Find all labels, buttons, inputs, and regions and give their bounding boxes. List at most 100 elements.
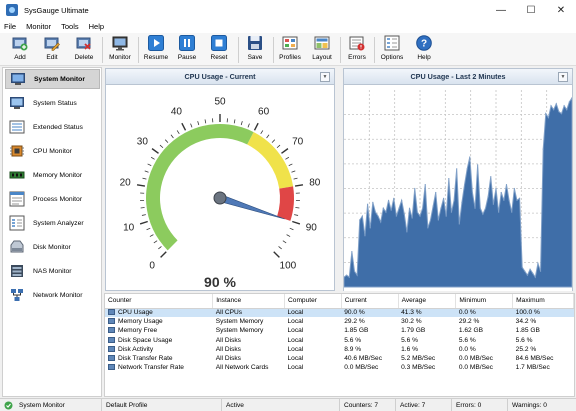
monitor-button[interactable]: Monitor xyxy=(108,35,132,65)
cell-text: Disk Transfer Rate xyxy=(118,355,173,363)
history-point xyxy=(511,211,513,213)
sidebar-item-system-monitor[interactable]: System Monitor xyxy=(5,69,100,89)
table-cell: 1.85 GB xyxy=(341,326,398,335)
table-header-row: Counter Instance Computer Current Averag… xyxy=(105,294,574,309)
cell-text: 1.6 % xyxy=(401,345,418,353)
cell-text: 0.3 MB/Sec xyxy=(401,364,436,372)
panel-menu-button[interactable]: ▼ xyxy=(558,72,568,82)
gauge-minor-tick xyxy=(276,144,281,149)
column-header-counter[interactable]: Counter xyxy=(105,294,214,309)
gauge-minor-tick xyxy=(150,156,155,160)
counter-icon xyxy=(108,318,115,325)
history-point xyxy=(366,203,369,205)
pause-icon xyxy=(179,35,195,51)
table-row[interactable]: Network Transfer Rate All Network Cards Lo… xyxy=(105,363,574,372)
help-label: Help xyxy=(417,54,431,61)
history-point xyxy=(550,105,552,107)
gauge-minor-tick xyxy=(147,163,152,167)
cell-text: Local xyxy=(287,345,304,353)
history-point xyxy=(411,217,413,219)
sidebar-item-network-monitor[interactable]: Network Monitor xyxy=(5,285,100,305)
cell-text: 29.2 % xyxy=(344,318,365,326)
table-cell: 30.2 % xyxy=(398,317,456,326)
table-row[interactable]: CPU Usage All CPUs Local 90.0 % 41.3 % 0.0 % 1… xyxy=(105,308,574,318)
sidebar-item-system-analyzer[interactable]: System Analyzer xyxy=(5,213,100,233)
history-point xyxy=(393,197,395,199)
close-button[interactable]: ✕ xyxy=(556,4,566,16)
edit-button[interactable]: Edit xyxy=(42,35,62,65)
cell-text: Memory Usage xyxy=(118,318,163,326)
edit-icon xyxy=(44,35,60,51)
cell-text: Disk Space Usage xyxy=(118,336,173,344)
profiles-button[interactable]: Profiles xyxy=(278,35,302,65)
table-row[interactable]: Disk Transfer Rate All Disks Local 40.6 MB/… xyxy=(105,354,574,363)
help-button[interactable]: ? Help xyxy=(414,35,434,65)
gauge-hub xyxy=(213,191,227,205)
errors-button[interactable]: Errors xyxy=(346,35,368,65)
table-row[interactable]: Memory Free System Memory Local 1.85 GB 1.79… xyxy=(105,326,574,335)
sidebar-item-nas-monitor[interactable]: NAS Monitor xyxy=(5,261,100,281)
column-header-maximum[interactable]: Maximum xyxy=(512,294,574,309)
history-point xyxy=(361,215,363,217)
cell-text: 5.6 % xyxy=(401,336,418,344)
add-button[interactable]: Add xyxy=(10,35,30,65)
save-button[interactable]: Save xyxy=(244,35,266,65)
memory-icon xyxy=(9,167,25,183)
table-row[interactable]: Memory Usage System Memory Local 29.2 % 30.2… xyxy=(105,317,574,326)
resume-button[interactable]: Resume xyxy=(143,35,169,65)
column-header-minimum[interactable]: Minimum xyxy=(455,294,514,309)
sidebar-item-process-monitor[interactable]: Process Monitor xyxy=(5,189,100,209)
menu-monitor[interactable]: Monitor xyxy=(26,22,52,31)
table-cell: 100.0 % xyxy=(512,308,574,318)
table-cell: Local xyxy=(285,354,342,363)
status-errors-text: Errors: 0 xyxy=(456,401,482,409)
gauge-yellow-zone xyxy=(247,132,294,189)
gauge-major-tick xyxy=(136,184,146,187)
table-cell: System Memory xyxy=(213,326,285,335)
column-header-computer[interactable]: Computer xyxy=(284,294,342,309)
history-point xyxy=(547,116,550,119)
history-point xyxy=(466,168,468,170)
sidebar-item-label: Extended Status xyxy=(33,123,83,131)
table-cell: 29.2 % xyxy=(456,317,513,326)
menu-help[interactable]: Help xyxy=(88,22,105,31)
column-header-current[interactable]: Current xyxy=(341,294,399,309)
column-header-instance[interactable]: Instance xyxy=(212,294,286,309)
gauge-minor-tick xyxy=(295,207,300,209)
cell-text: All CPUs xyxy=(215,309,243,317)
layout-button[interactable]: Layout xyxy=(310,35,334,65)
gauge-major-tick xyxy=(160,251,167,258)
history-point xyxy=(492,203,494,205)
sidebar-item-memory-monitor[interactable]: Memory Monitor xyxy=(5,165,100,185)
history-chart xyxy=(343,86,573,291)
history-point xyxy=(356,274,358,276)
table-row[interactable]: Disk Activity All Disks Local 8.9 % 1.6 % 0.0… xyxy=(105,345,574,354)
sidebar-item-cpu-monitor[interactable]: CPU Monitor xyxy=(5,141,100,161)
cell-text: 0.0 MB/Sec xyxy=(458,355,493,363)
sidebar-item-disk-monitor[interactable]: Disk Monitor xyxy=(5,237,100,257)
menu-tools[interactable]: Tools xyxy=(61,22,79,31)
disk-icon xyxy=(9,239,25,255)
maximize-button[interactable]: ☐ xyxy=(526,4,536,16)
table-row[interactable]: Disk Space Usage All Disks Local 5.6 % 5.6 %… xyxy=(105,336,574,345)
gauge-minor-tick xyxy=(197,121,200,126)
sidebar-item-extended-status[interactable]: Extended Status xyxy=(5,117,100,137)
panel-menu-button[interactable]: ▼ xyxy=(320,72,330,82)
column-header-average[interactable]: Average xyxy=(398,294,457,309)
minimize-button[interactable]: — xyxy=(496,4,506,16)
table-cell: 41.3 % xyxy=(398,308,456,318)
table-cell: Local xyxy=(285,317,342,326)
table-cell: Memory Free xyxy=(105,326,213,335)
history-point xyxy=(427,227,429,229)
reset-button[interactable]: Reset xyxy=(208,35,230,65)
pause-label: Pause xyxy=(177,54,197,61)
cell-text: System Memory xyxy=(215,318,264,326)
sidebar-item-system-status[interactable]: System Status xyxy=(5,93,100,113)
history-point xyxy=(469,156,471,158)
pause-button[interactable]: Pause xyxy=(176,35,198,65)
options-button[interactable]: Options xyxy=(380,35,404,65)
delete-button[interactable]: Delete xyxy=(72,35,96,65)
menu-file[interactable]: File xyxy=(4,22,17,31)
cell-text: 5.6 % xyxy=(344,336,362,344)
cell-text: 40.6 MB/Sec xyxy=(344,355,382,363)
